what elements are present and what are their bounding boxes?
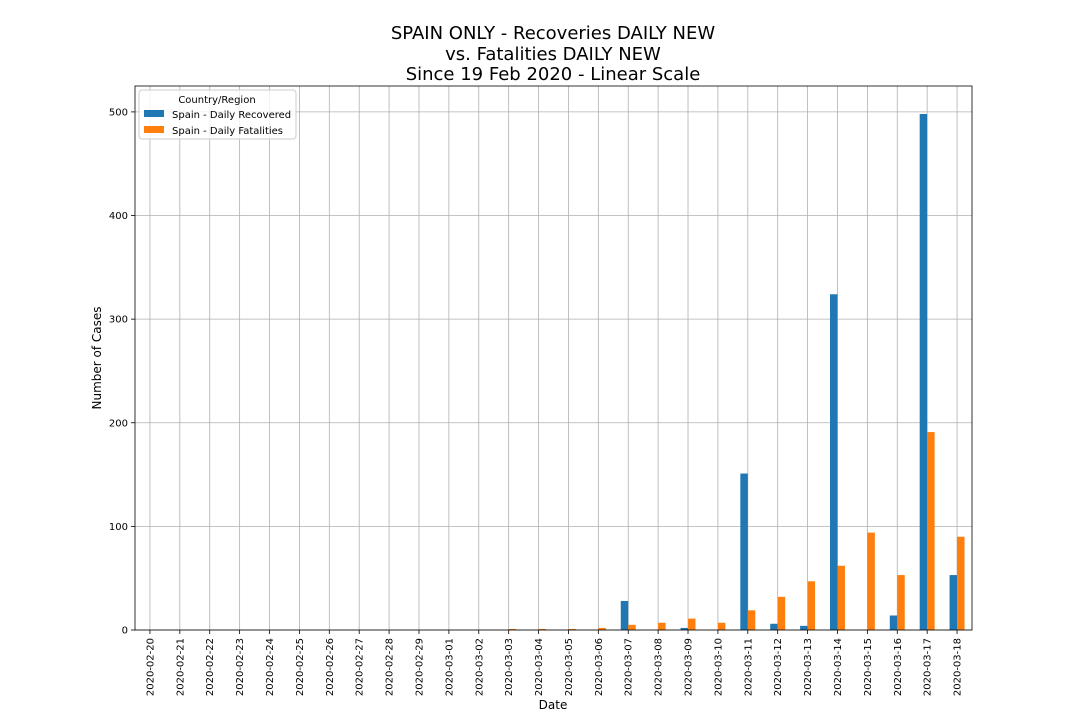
x-tick-label: 2020-02-25 — [295, 638, 306, 696]
bar-daily-recovered — [919, 113, 928, 630]
x-tick-label: 2020-03-18 — [953, 638, 964, 696]
y-tick-label: 500 — [109, 107, 128, 118]
bar-daily-fatalities — [807, 581, 816, 630]
y-axis-label: Number of Cases — [90, 306, 104, 409]
y-tick-label: 0 — [122, 626, 128, 637]
x-tick-label: 2020-03-02 — [474, 638, 485, 696]
grid-lines — [135, 86, 972, 631]
bar-daily-recovered — [949, 575, 958, 630]
y-tick-label: 100 — [109, 522, 128, 533]
y-tick-label: 400 — [109, 211, 128, 222]
chart-title: SPAIN ONLY - Recoveries DAILY NEW vs. Fa… — [391, 23, 715, 85]
bar-daily-recovered — [680, 627, 689, 630]
x-tick-label: 2020-03-14 — [833, 638, 844, 696]
bar-daily-recovered — [740, 473, 748, 630]
x-tick-label: 2020-03-05 — [564, 638, 575, 696]
x-tick-label: 2020-03-09 — [684, 638, 695, 696]
x-tick-label: 2020-02-23 — [235, 638, 246, 696]
bar-daily-fatalities — [867, 532, 875, 630]
x-tick-label: 2020-03-13 — [803, 638, 814, 696]
bar-daily-fatalities — [598, 627, 606, 630]
bar-daily-recovered — [830, 294, 838, 630]
x-tick-label: 2020-03-03 — [504, 638, 515, 696]
bar-daily-fatalities — [927, 432, 935, 630]
legend-label-fatalities: Spain - Daily Fatalities — [172, 126, 283, 137]
bar-daily-fatalities — [747, 610, 756, 630]
bar-daily-fatalities — [538, 628, 547, 630]
legend-swatch-fatalities — [144, 126, 164, 133]
x-tick-label: 2020-03-08 — [654, 638, 665, 696]
x-axis-label: Date — [539, 698, 568, 712]
x-tick-label: 2020-03-15 — [863, 638, 874, 696]
legend: Country/Region Spain - Daily Recovered S… — [138, 89, 297, 140]
x-tick-label: 2020-03-06 — [594, 638, 605, 696]
bar-daily-fatalities — [897, 575, 905, 630]
tick-labels: 0 100 200 300 400 500 2020-02-20 2020-02-21 2020… — [109, 107, 964, 696]
bars — [508, 113, 965, 630]
bar-daily-fatalities — [957, 536, 965, 630]
chart-title-line-3: Since 19 Feb 2020 - Linear Scale — [406, 64, 701, 85]
x-tick-label: 2020-03-07 — [624, 638, 635, 696]
y-tick-label: 300 — [109, 315, 128, 326]
x-tick-label: 2020-02-22 — [205, 638, 216, 696]
bar-daily-fatalities — [628, 624, 636, 630]
plot-frame — [134, 85, 973, 631]
x-tick-label: 2020-03-10 — [713, 638, 724, 696]
x-tick-label: 2020-02-20 — [145, 638, 156, 696]
x-tick-label: 2020-03-12 — [773, 638, 784, 696]
x-tick-label: 2020-03-11 — [743, 638, 754, 696]
legend-swatch-recovered — [144, 110, 164, 117]
bar-daily-fatalities — [717, 622, 726, 630]
x-tick-label: 2020-02-21 — [175, 638, 186, 696]
x-tick-label: 2020-03-04 — [534, 638, 545, 696]
x-tick-label: 2020-03-01 — [444, 638, 455, 696]
x-tick-label: 2020-02-26 — [325, 638, 336, 696]
bar-daily-fatalities — [837, 565, 845, 630]
bar-daily-fatalities — [658, 622, 666, 630]
bar-daily-fatalities — [508, 628, 517, 630]
x-tick-label: 2020-03-17 — [923, 638, 934, 696]
bar-daily-recovered — [770, 623, 778, 630]
x-tick-label: 2020-03-16 — [893, 638, 904, 696]
bar-daily-fatalities — [688, 618, 696, 630]
bar-daily-recovered — [620, 600, 629, 630]
bar-daily-fatalities — [777, 596, 786, 630]
bar-daily-recovered — [889, 615, 898, 630]
y-tick-label: 200 — [109, 418, 128, 429]
x-tick-label: 2020-02-28 — [385, 638, 396, 696]
chart-title-line-2: vs. Fatalities DAILY NEW — [445, 44, 661, 65]
axes — [131, 85, 973, 634]
bar-daily-fatalities — [568, 628, 576, 630]
x-tick-label: 2020-02-24 — [265, 638, 276, 696]
x-tick-label: 2020-02-27 — [355, 638, 366, 696]
bar-daily-recovered — [800, 625, 808, 630]
x-tick-label: 2020-02-29 — [414, 638, 425, 696]
legend-title: Country/Region — [178, 95, 255, 106]
legend-label-recovered: Spain - Daily Recovered — [172, 110, 291, 121]
legend-box — [138, 89, 297, 140]
chart-title-line-1: SPAIN ONLY - Recoveries DAILY NEW — [391, 23, 715, 44]
